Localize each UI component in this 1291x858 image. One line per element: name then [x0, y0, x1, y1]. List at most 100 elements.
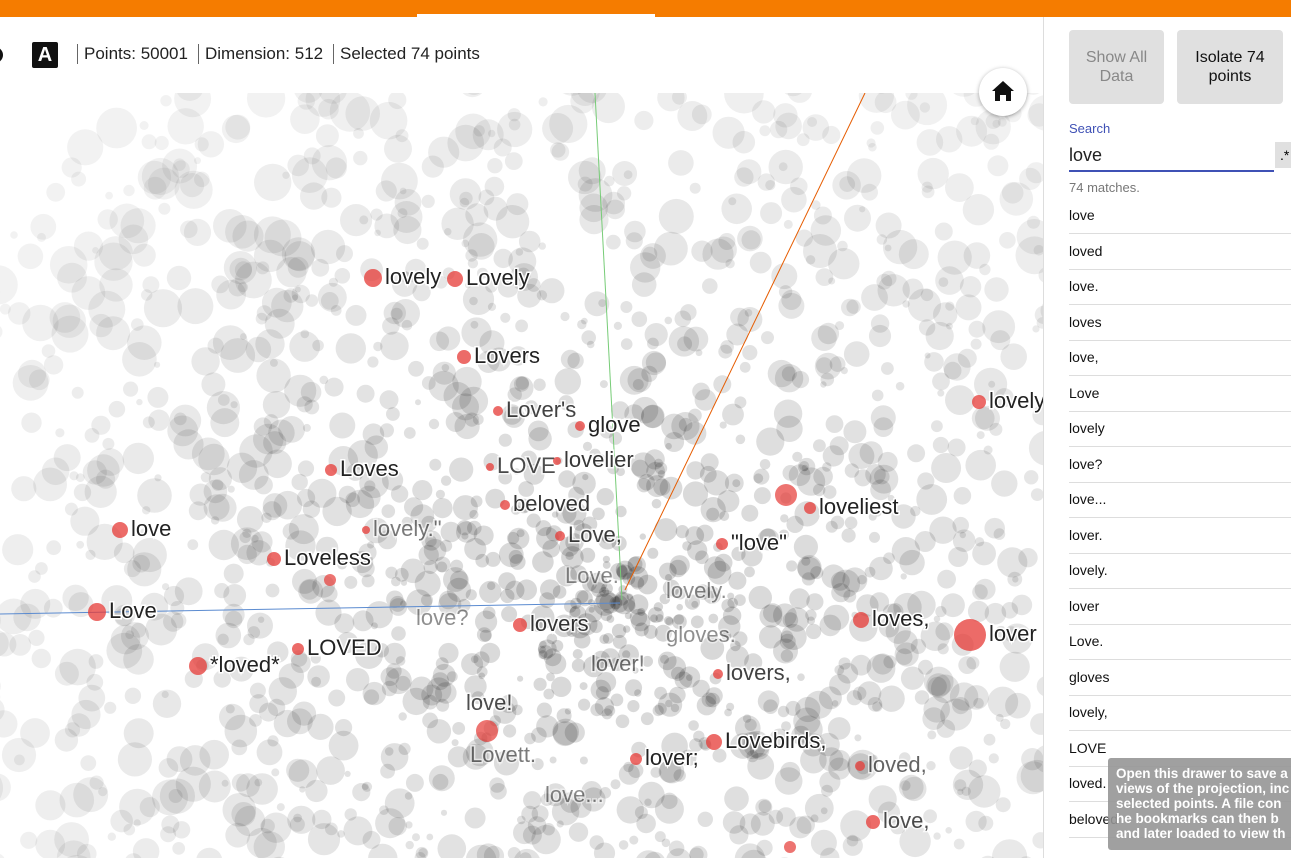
- point: [718, 233, 736, 250]
- point: [142, 416, 155, 429]
- result-item[interactable]: love...: [1069, 482, 1291, 518]
- point: [513, 376, 530, 392]
- isolate-button[interactable]: Isolate 74 points: [1177, 30, 1283, 104]
- result-item[interactable]: loved: [1069, 234, 1291, 270]
- show-all-button[interactable]: Show All Data: [1069, 30, 1164, 104]
- point: [124, 687, 142, 704]
- point: [476, 843, 500, 858]
- point: [778, 285, 793, 299]
- point: [624, 404, 645, 425]
- point: [70, 506, 100, 536]
- point: [352, 610, 374, 632]
- point: [784, 607, 810, 632]
- result-item[interactable]: lover: [1069, 589, 1291, 625]
- result-item[interactable]: love?: [1069, 447, 1291, 483]
- point: [719, 421, 727, 429]
- point: [686, 461, 705, 480]
- point: [444, 228, 452, 236]
- point: [20, 588, 51, 619]
- point: [443, 567, 468, 592]
- point: [730, 640, 741, 652]
- point: [780, 761, 801, 782]
- result-item[interactable]: lovely: [1069, 411, 1291, 447]
- point: [558, 395, 574, 411]
- point: [568, 160, 602, 195]
- point: [123, 644, 154, 675]
- point: [878, 617, 900, 638]
- point: [325, 157, 347, 179]
- point: [0, 853, 5, 858]
- result-item[interactable]: lovely,: [1069, 695, 1291, 731]
- point: [137, 160, 172, 195]
- point-label: loves,: [872, 606, 929, 631]
- result-item[interactable]: Love: [1069, 376, 1291, 412]
- label-icon[interactable]: A: [32, 42, 58, 68]
- point: [225, 215, 259, 249]
- point: [613, 592, 636, 615]
- result-item[interactable]: love,: [1069, 340, 1291, 376]
- point: [968, 759, 987, 778]
- point: [328, 277, 338, 287]
- point: [706, 507, 720, 521]
- result-item[interactable]: love.: [1069, 269, 1291, 305]
- point: [357, 485, 381, 509]
- point: [292, 568, 317, 594]
- point: [1011, 594, 1033, 616]
- regex-toggle[interactable]: .*: [1275, 142, 1291, 168]
- point: [868, 512, 877, 521]
- result-item[interactable]: loves: [1069, 305, 1291, 341]
- point: [937, 569, 956, 589]
- selected-point: [476, 720, 498, 742]
- result-item[interactable]: Love.: [1069, 624, 1291, 660]
- point: [943, 353, 971, 381]
- point: [117, 742, 152, 777]
- point: [625, 232, 643, 250]
- point: [887, 494, 895, 502]
- point: [432, 361, 456, 385]
- point: [767, 359, 796, 388]
- point: [346, 463, 364, 481]
- point: [674, 310, 692, 328]
- point: [728, 571, 747, 590]
- point: [931, 420, 943, 433]
- result-item[interactable]: gloves: [1069, 660, 1291, 696]
- point: [882, 603, 902, 623]
- tooltip-line: Open this drawer to save a: [1116, 766, 1288, 781]
- point: [307, 713, 334, 741]
- point: [263, 414, 279, 429]
- active-tab[interactable]: [417, 14, 655, 17]
- point: [1000, 718, 1011, 730]
- home-button[interactable]: [979, 68, 1027, 116]
- point: [208, 529, 239, 561]
- point: [364, 435, 388, 459]
- point: [467, 520, 482, 536]
- point: [365, 601, 393, 629]
- point: [1001, 182, 1024, 204]
- point: [1040, 303, 1043, 318]
- point: [73, 231, 104, 261]
- search-input[interactable]: love: [1069, 145, 1103, 165]
- point: [618, 840, 629, 850]
- point: [721, 193, 752, 225]
- point: [399, 187, 407, 195]
- point: [64, 722, 81, 738]
- selected-point: [775, 484, 797, 506]
- point: [76, 540, 85, 549]
- result-item[interactable]: lovely.: [1069, 553, 1291, 589]
- point: [599, 634, 610, 645]
- point: [290, 650, 308, 667]
- point-label: Lovebirds,: [725, 728, 827, 753]
- icon-partial[interactable]: [0, 46, 6, 64]
- point: [820, 847, 840, 858]
- result-item[interactable]: love: [1069, 198, 1291, 234]
- result-item[interactable]: lover.: [1069, 518, 1291, 554]
- point: [449, 457, 474, 482]
- point: [623, 625, 631, 633]
- point: [414, 852, 426, 858]
- point: [623, 761, 634, 773]
- point: [297, 92, 315, 110]
- point: [485, 551, 501, 567]
- point: [415, 846, 429, 858]
- point: [550, 142, 566, 158]
